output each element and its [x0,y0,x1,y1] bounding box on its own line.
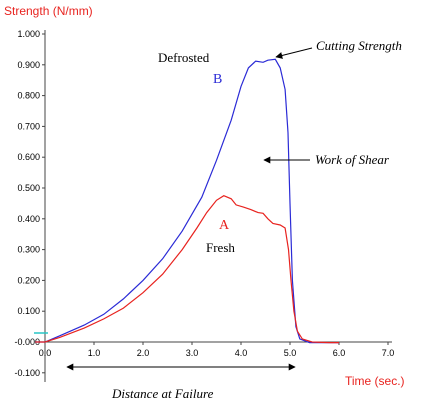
x-tick-label: 7.0 [382,348,395,358]
series-b-defrosted-line [35,58,339,344]
y-tick-label: 0.300 [17,245,40,255]
y-tick-label: 0.200 [17,275,40,285]
series-a-letter-label: A [219,218,230,233]
x-tick-label: 1.0 [88,348,101,358]
y-tick-label: 0.900 [17,60,40,70]
work-of-shear-label: Work of Shear [315,152,390,167]
cutting-strength-label: Cutting Strength [316,38,402,53]
x-tick-label: 4.0 [235,348,248,358]
distance-at-failure-label: Distance at Failure [111,386,214,401]
y-tick-label: 0.400 [17,214,40,224]
y-axis-title: Strength (N/mm) [4,4,93,18]
x-tick-label: 5.0 [284,348,297,358]
series-a-fresh-line [35,195,339,344]
series-a-sample-label: Fresh [206,240,235,255]
y-tick-label: 0.700 [17,121,40,131]
y-tick-label: 0.500 [17,183,40,193]
y-tick-label: 0.100 [17,306,40,316]
x-axis-title: Time (sec.) [345,374,405,388]
y-tick-label: 0.800 [17,91,40,101]
y-tick-label: 1.000 [17,29,40,39]
x-tick-label: 2.0 [137,348,150,358]
y-tick-label: 0.600 [17,152,40,162]
series-b-sample-label: Defrosted [158,50,210,65]
x-tick-label: 6.0 [333,348,346,358]
x-tick-label: 3.0 [186,348,199,358]
y-tick-label: -0.000 [14,337,40,347]
cutting-strength-arrow [275,47,313,59]
x-tick-label: 0.0 [39,348,52,358]
y-ticks: 1.000 0.900 0.800 0.700 0.600 0.500 0.400 0.300… [14,29,45,378]
y-tick-label: -0.100 [14,368,40,378]
series-b-letter-label: B [213,72,222,87]
x-ticks: 0.0 1.0 2.0 3.0 4.0 5.0 6.0 7.0 [39,342,395,358]
